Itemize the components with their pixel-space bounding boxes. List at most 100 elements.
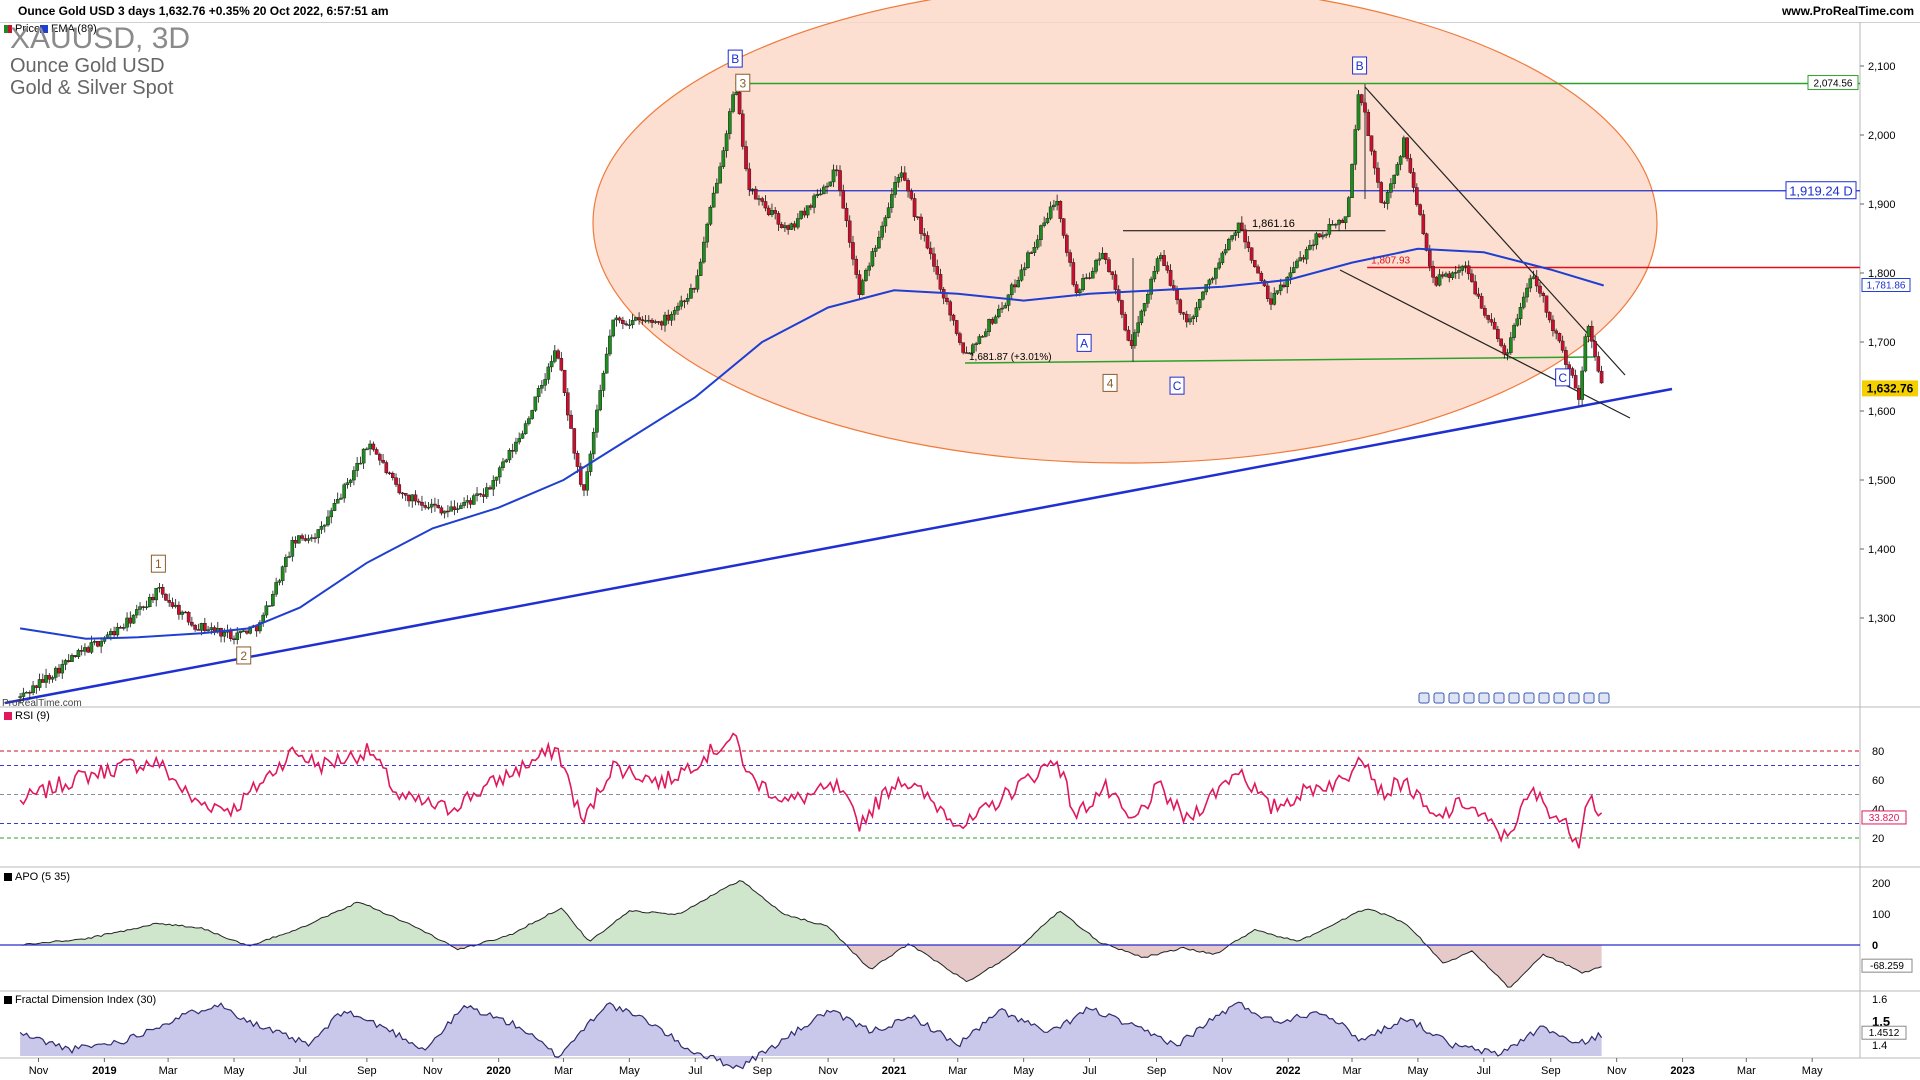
candle-up [497, 467, 502, 478]
event-icon[interactable] [1418, 692, 1430, 704]
candle-down [381, 459, 385, 463]
candle-up [896, 177, 901, 183]
wave-label-b: B [731, 52, 739, 66]
candle-down [575, 453, 580, 467]
candle-down [478, 493, 483, 495]
candle-up [1324, 234, 1328, 236]
candle-down [1165, 265, 1170, 271]
event-icon[interactable] [1478, 692, 1490, 704]
event-icon[interactable] [1493, 692, 1505, 704]
event-icon[interactable] [1598, 692, 1610, 704]
x-tick-label: Jul [1083, 1065, 1097, 1077]
x-tick-label: May [224, 1065, 245, 1077]
candle-up [880, 225, 884, 238]
candle-up [352, 470, 356, 481]
candle-down [1499, 338, 1503, 346]
legend-price[interactable]: Price [4, 23, 40, 35]
legend-ema[interactable]: EMA (89) [40, 23, 97, 35]
event-icon[interactable] [1583, 692, 1595, 704]
price-y-tick-label: 2,100 [1868, 61, 1896, 73]
candle-up [1009, 284, 1014, 296]
event-icon[interactable] [1553, 692, 1565, 704]
candle-up [238, 630, 243, 634]
wave-label-box [1169, 376, 1185, 395]
candle-up [977, 336, 982, 344]
legend-apo[interactable]: APO (5 35) [4, 871, 70, 883]
legend-fdi[interactable]: Fractal Dimension Index (30) [4, 994, 156, 1006]
candle-up [549, 361, 554, 368]
candle-up [1149, 278, 1153, 295]
x-tick-label: Jul [1477, 1065, 1491, 1077]
legend-ema-label: EMA (89) [51, 23, 97, 35]
event-icon[interactable] [1433, 692, 1445, 704]
candle-down [1256, 266, 1260, 274]
apo-y-tick-label: 0 [1872, 940, 1878, 952]
chart-title: Ounce Gold USD 3 days 1,632.76 +0.35% 20… [18, 4, 389, 18]
candle-down [452, 506, 457, 510]
candle-up [494, 476, 499, 481]
candle-down [1431, 265, 1435, 278]
candle-down [656, 321, 661, 323]
candle-up [634, 317, 638, 321]
candle-up [50, 677, 55, 680]
candle-up [1450, 272, 1455, 278]
candle-up [271, 594, 275, 606]
candle-up [199, 623, 204, 631]
event-icon[interactable] [1508, 692, 1520, 704]
candle-up [455, 508, 460, 510]
candle-down [416, 500, 421, 503]
candle-up [426, 506, 431, 509]
candle-up [514, 441, 518, 452]
level-label-1861: 1,861.16 [1252, 218, 1295, 230]
candle-down [954, 320, 959, 334]
ema-last-label: 1,781.86 [1867, 281, 1906, 292]
long-term-trendline [4, 387, 1673, 705]
candle-down [1369, 135, 1374, 152]
candle-up [1142, 303, 1147, 312]
candle-down [802, 210, 807, 216]
candle-up [536, 388, 541, 398]
fdi-area [20, 1002, 1602, 1069]
candle-down [390, 473, 395, 478]
wave-label-box [1102, 373, 1118, 392]
wave-label-box [1555, 368, 1571, 387]
x-tick-label: Nov [818, 1065, 838, 1077]
candle-down [47, 675, 52, 680]
candle-down [834, 169, 839, 172]
level-label-2074: 2,074.56 [1814, 79, 1853, 90]
candle-up [1032, 247, 1037, 253]
candle-down [617, 317, 622, 321]
legend-rsi[interactable]: RSI (9) [4, 710, 50, 722]
candle-up [1155, 258, 1160, 272]
price-candles [18, 88, 1604, 704]
event-icon[interactable] [1568, 692, 1580, 704]
candle-up [1152, 271, 1157, 280]
candle-up [630, 320, 635, 325]
wave-label-4: 4 [1107, 376, 1114, 390]
candle-down [183, 611, 188, 614]
wave-label-3: 3 [739, 76, 746, 90]
candle-up [770, 210, 774, 215]
candle-up [1048, 206, 1053, 219]
candle-up [672, 310, 677, 315]
candle-down [922, 233, 927, 236]
candle-up [355, 463, 359, 471]
candle-up [1586, 326, 1591, 337]
candle-up [1528, 278, 1533, 289]
candle-up [601, 372, 606, 391]
candle-down [659, 321, 664, 326]
wave-label-box [236, 646, 252, 665]
candle-up [971, 344, 975, 354]
candle-up [1295, 260, 1299, 268]
site-link[interactable]: www.ProRealTime.com [1781, 4, 1914, 18]
candle-down [1246, 241, 1251, 248]
candle-up [144, 606, 149, 609]
event-icon[interactable] [1448, 692, 1460, 704]
candle-down [964, 352, 969, 354]
event-icon[interactable] [1538, 692, 1550, 704]
event-icon[interactable] [1523, 692, 1535, 704]
candle-down [86, 647, 90, 653]
candle-down [1340, 219, 1345, 224]
event-icon[interactable] [1463, 692, 1475, 704]
